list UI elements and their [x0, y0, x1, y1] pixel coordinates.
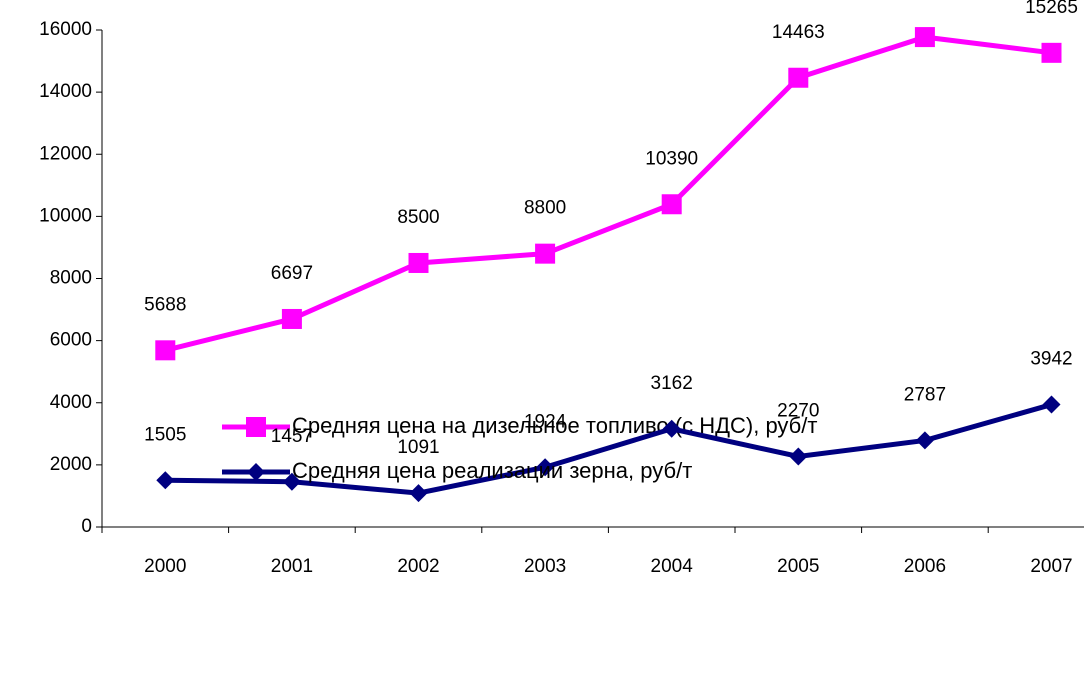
- marker: [247, 463, 265, 481]
- data-label: 3942: [1030, 349, 1072, 370]
- marker: [409, 484, 428, 503]
- y-tick-label: 16000: [39, 19, 92, 40]
- marker: [155, 340, 176, 361]
- data-label: 1091: [397, 437, 439, 458]
- x-tick-label: 2001: [271, 556, 313, 577]
- marker: [536, 458, 555, 477]
- marker: [281, 308, 302, 329]
- y-tick-label: 12000: [39, 143, 92, 164]
- marker: [282, 472, 301, 491]
- data-label: 2787: [904, 384, 946, 405]
- data-label: 1924: [524, 411, 567, 432]
- x-tick-label: 2003: [524, 556, 566, 577]
- marker: [535, 243, 556, 264]
- x-tick-label: 2000: [144, 556, 186, 577]
- y-tick-label: 6000: [50, 330, 92, 351]
- data-label: 15265: [1025, 0, 1078, 18]
- data-label: 1457: [271, 426, 313, 447]
- x-tick-label: 2004: [651, 556, 694, 577]
- data-label: 3162: [651, 373, 693, 394]
- y-tick-label: 8000: [50, 268, 92, 289]
- marker: [1041, 42, 1062, 63]
- data-label: 8800: [524, 198, 566, 219]
- marker: [662, 419, 681, 438]
- y-tick-label: 10000: [39, 205, 92, 226]
- x-tick-label: 2002: [397, 556, 439, 577]
- marker: [915, 431, 934, 450]
- marker: [661, 194, 682, 215]
- data-label: 10390: [645, 148, 698, 169]
- marker: [156, 471, 175, 490]
- marker: [914, 27, 935, 48]
- marker: [788, 67, 809, 88]
- x-tick-label: 2005: [777, 556, 819, 577]
- legend-label: Средняя цена реализации зерна, руб/т: [292, 458, 692, 483]
- marker: [246, 417, 266, 437]
- series-line: [164, 34, 1052, 353]
- y-tick-label: 0: [81, 516, 92, 537]
- series-line: [165, 402, 1053, 496]
- data-label: 5688: [144, 294, 186, 315]
- marker: [1042, 395, 1061, 414]
- data-label: 1505: [144, 424, 186, 445]
- data-label: 15772: [898, 0, 951, 2]
- data-label: 8500: [397, 207, 439, 228]
- y-tick-label: 4000: [50, 392, 92, 413]
- legend-label: Средняя цена на дизельное топливо (с НДС…: [292, 413, 817, 438]
- x-tick-label: 2007: [1030, 556, 1072, 577]
- y-tick-label: 2000: [50, 454, 92, 475]
- marker: [408, 252, 429, 273]
- data-label: 2270: [777, 401, 819, 422]
- marker: [789, 447, 808, 466]
- data-label: 6697: [271, 263, 313, 284]
- y-tick-label: 14000: [39, 81, 92, 102]
- x-tick-label: 2006: [904, 556, 946, 577]
- data-label: 14463: [772, 22, 825, 43]
